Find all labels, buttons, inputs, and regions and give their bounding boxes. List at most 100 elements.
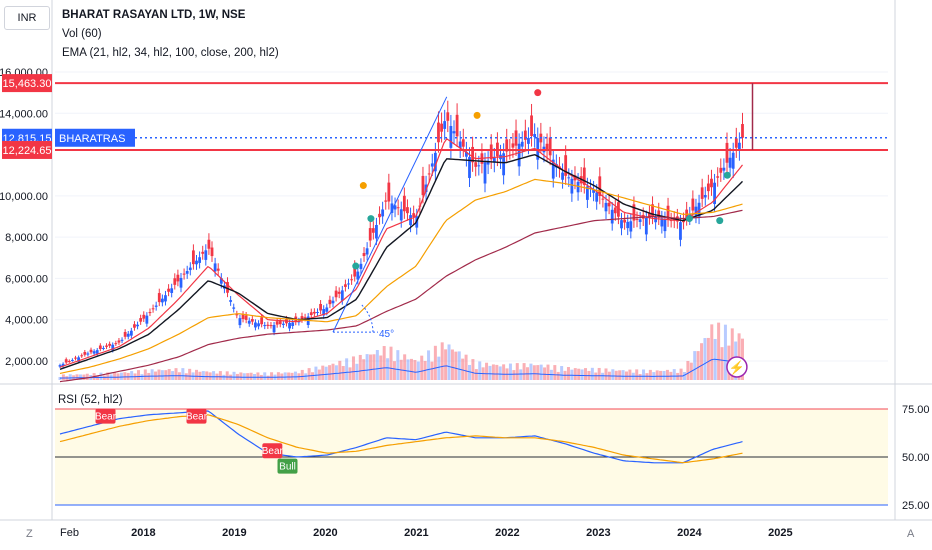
candle-body	[179, 277, 183, 288]
volume-bar	[345, 358, 349, 380]
volume-bar	[58, 377, 62, 380]
volume-bar	[246, 373, 250, 380]
candle-body	[117, 340, 121, 343]
volume-bar	[218, 371, 222, 380]
candle-body	[133, 324, 136, 328]
volume-bar	[529, 363, 533, 380]
time-tick-label: 2019	[222, 527, 246, 539]
candle-body	[492, 157, 496, 163]
candle-body	[375, 224, 378, 239]
candle-body	[449, 125, 453, 148]
candle-body	[145, 315, 149, 324]
candle-body	[300, 316, 304, 320]
angle-label: 45°	[379, 329, 394, 340]
candle-body	[362, 253, 366, 257]
volume-bar	[123, 372, 127, 380]
candle-body	[71, 359, 74, 361]
candle-body	[129, 330, 133, 336]
candle-body	[167, 288, 170, 292]
horizontal-levels: 45°	[55, 82, 888, 340]
candle-body	[204, 250, 208, 260]
volume-bar	[416, 361, 420, 380]
volume-bar	[106, 372, 110, 380]
volume-bar	[515, 363, 519, 380]
signal-dot	[359, 182, 367, 190]
time-tick-label: 2021	[404, 527, 428, 539]
candle-body	[387, 182, 391, 202]
volume-bar	[655, 370, 659, 380]
candle-body	[734, 138, 738, 148]
candle-body	[737, 142, 741, 151]
candle-body	[213, 263, 217, 272]
volume-bar	[136, 370, 140, 380]
volume-bar	[256, 372, 260, 380]
candle-body	[424, 184, 428, 193]
candle-body	[402, 195, 406, 212]
ema-indicator-label[interactable]: EMA (21, hl2, 34, hl2, 100, close, 200, …	[62, 47, 279, 59]
candle-body	[139, 318, 143, 322]
candle-body	[554, 163, 558, 168]
candle-body	[477, 165, 481, 167]
volume-bar	[597, 367, 601, 380]
rsi-indicator-label[interactable]: RSI (52, hl2)	[58, 394, 123, 406]
candle-body	[486, 160, 490, 165]
candle-body	[288, 322, 291, 329]
auto-scale-button[interactable]: A	[907, 528, 915, 540]
rsi-tick-label: 50.00	[902, 452, 930, 464]
candle-body	[105, 345, 108, 347]
candle-body	[433, 152, 437, 172]
volume-bar	[160, 370, 164, 380]
candle-body	[136, 324, 139, 327]
candle-body	[399, 209, 403, 221]
candle-body	[626, 221, 630, 229]
volume-bar	[99, 372, 103, 380]
volume-bar	[392, 361, 396, 380]
currency-selector[interactable]: INR	[4, 6, 50, 30]
price-tick-label: 10,000.00	[0, 191, 48, 203]
volume-bar	[573, 368, 577, 380]
volume-bar	[730, 328, 734, 380]
volume-bar	[195, 369, 198, 380]
volume-bar	[307, 368, 311, 380]
candle-body	[561, 172, 564, 180]
time-tick-label: 2020	[313, 527, 337, 539]
candle-body	[235, 314, 239, 316]
candle-body	[617, 202, 620, 217]
candle-body	[142, 314, 146, 319]
candle-body	[86, 353, 90, 355]
volume-bar	[546, 364, 550, 380]
candle-body	[83, 351, 87, 355]
volume-bar	[539, 364, 543, 380]
candle-body	[120, 339, 124, 341]
candle-body	[635, 218, 639, 220]
volume-ma-line	[59, 358, 743, 379]
volume-bar	[508, 363, 512, 380]
volume-bar	[61, 374, 65, 380]
candle-body	[102, 347, 105, 349]
candle-body	[458, 141, 462, 148]
time-tick-label: Feb	[60, 527, 79, 539]
volume-bar	[287, 372, 291, 380]
volume-bar	[590, 367, 594, 380]
rsi-bear-tag-box	[186, 408, 207, 424]
volume-bar	[266, 375, 270, 380]
candle-body	[371, 228, 375, 233]
candle-body	[666, 205, 670, 220]
candle-body	[406, 207, 409, 214]
volume-bar	[225, 371, 229, 380]
candle-body	[325, 307, 329, 312]
volume-bar	[167, 369, 171, 380]
volume-bar	[723, 324, 727, 380]
volume-bar	[553, 365, 557, 380]
candle-body	[126, 333, 130, 337]
candle-body	[350, 279, 354, 281]
candle-body	[67, 361, 71, 363]
zoom-button[interactable]: Z	[26, 528, 33, 540]
volume-bar	[293, 371, 297, 380]
candle-body	[551, 159, 555, 179]
volume-bar	[710, 324, 714, 380]
rsi-bear-tag: Bear	[186, 408, 208, 424]
price-tick-label: 2,000.00	[5, 356, 48, 368]
volume-indicator-label[interactable]: Vol (60)	[62, 28, 102, 40]
